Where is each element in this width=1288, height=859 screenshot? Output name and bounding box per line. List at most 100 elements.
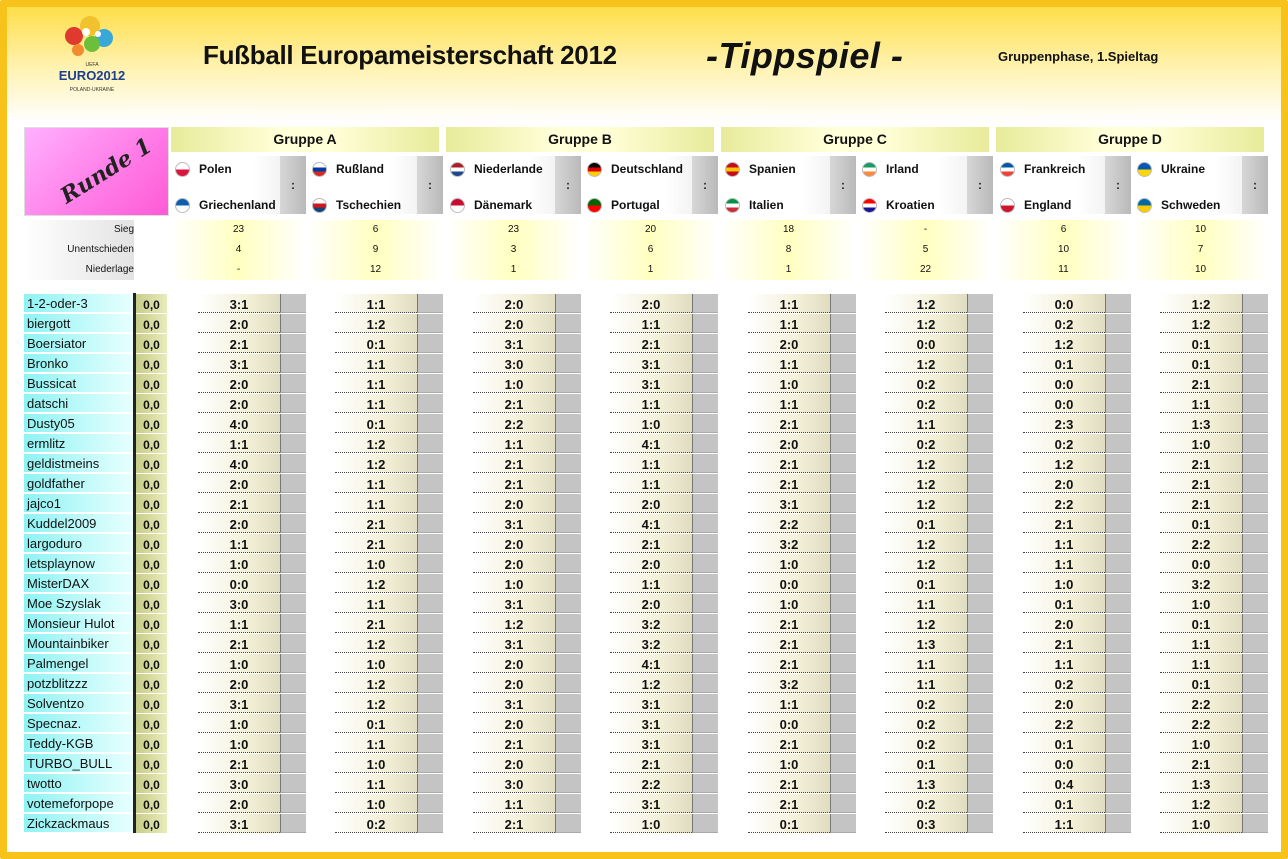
result-cell[interactable]	[1242, 814, 1268, 833]
result-cell[interactable]	[830, 634, 856, 653]
result-cell[interactable]	[692, 554, 718, 573]
result-cell[interactable]	[967, 414, 993, 433]
result-cell[interactable]	[555, 754, 581, 773]
result-cell[interactable]	[967, 494, 993, 513]
result-cell[interactable]	[967, 394, 993, 413]
result-cell[interactable]	[280, 434, 306, 453]
result-cell[interactable]	[555, 474, 581, 493]
result-cell[interactable]	[417, 754, 443, 773]
result-cell[interactable]	[280, 734, 306, 753]
result-cell[interactable]	[417, 774, 443, 793]
result-cell[interactable]	[1105, 394, 1131, 413]
result-cell[interactable]	[555, 534, 581, 553]
result-cell[interactable]	[417, 654, 443, 673]
result-cell[interactable]	[555, 294, 581, 313]
result-cell[interactable]	[1105, 734, 1131, 753]
result-cell[interactable]	[1242, 774, 1268, 793]
result-cell[interactable]	[1242, 554, 1268, 573]
result-cell[interactable]	[692, 774, 718, 793]
result-cell[interactable]	[280, 814, 306, 833]
result-cell[interactable]	[280, 334, 306, 353]
result-cell[interactable]	[555, 434, 581, 453]
result-cell[interactable]	[967, 514, 993, 533]
result-cell[interactable]	[417, 434, 443, 453]
result-cell[interactable]	[692, 674, 718, 693]
result-cell[interactable]	[280, 414, 306, 433]
result-cell[interactable]	[280, 694, 306, 713]
result-cell[interactable]	[417, 314, 443, 333]
result-cell[interactable]	[555, 574, 581, 593]
result-cell[interactable]	[692, 494, 718, 513]
result-cell[interactable]	[417, 454, 443, 473]
result-cell[interactable]	[967, 774, 993, 793]
result-cell[interactable]	[417, 354, 443, 373]
result-cell[interactable]	[967, 614, 993, 633]
result-cell[interactable]	[830, 434, 856, 453]
result-cell[interactable]	[417, 594, 443, 613]
result-cell[interactable]	[555, 394, 581, 413]
result-cell[interactable]	[967, 654, 993, 673]
result-cell[interactable]	[1105, 694, 1131, 713]
result-cell[interactable]	[1242, 314, 1268, 333]
result-cell[interactable]	[555, 614, 581, 633]
result-cell[interactable]	[830, 314, 856, 333]
result-cell[interactable]	[1105, 434, 1131, 453]
result-cell[interactable]	[555, 814, 581, 833]
result-cell[interactable]	[555, 374, 581, 393]
result-cell[interactable]	[830, 534, 856, 553]
result-cell[interactable]	[967, 594, 993, 613]
result-cell[interactable]	[967, 294, 993, 313]
result-cell[interactable]	[1105, 354, 1131, 373]
result-cell[interactable]	[555, 354, 581, 373]
result-cell[interactable]	[692, 374, 718, 393]
result-cell[interactable]	[830, 714, 856, 733]
result-cell[interactable]	[417, 334, 443, 353]
result-cell[interactable]	[967, 634, 993, 653]
result-cell[interactable]	[555, 654, 581, 673]
result-cell[interactable]	[280, 454, 306, 473]
result-cell[interactable]	[1242, 334, 1268, 353]
result-cell[interactable]	[967, 474, 993, 493]
result-cell[interactable]	[280, 354, 306, 373]
result-cell[interactable]	[1105, 754, 1131, 773]
result-cell[interactable]	[555, 794, 581, 813]
result-cell[interactable]	[1105, 634, 1131, 653]
result-cell[interactable]	[280, 474, 306, 493]
result-cell[interactable]	[280, 554, 306, 573]
result-cell[interactable]	[830, 814, 856, 833]
result-cell[interactable]	[417, 534, 443, 553]
result-cell[interactable]	[280, 314, 306, 333]
result-cell[interactable]	[967, 814, 993, 833]
result-cell[interactable]	[1105, 714, 1131, 733]
result-cell[interactable]	[555, 734, 581, 753]
result-cell[interactable]	[830, 354, 856, 373]
result-cell[interactable]	[555, 634, 581, 653]
result-cell[interactable]	[280, 394, 306, 413]
result-cell[interactable]	[692, 334, 718, 353]
result-cell[interactable]	[967, 694, 993, 713]
result-cell[interactable]	[830, 514, 856, 533]
result-cell[interactable]	[1105, 474, 1131, 493]
result-cell[interactable]	[1105, 594, 1131, 613]
result-cell[interactable]	[280, 514, 306, 533]
result-cell[interactable]	[1242, 734, 1268, 753]
result-cell[interactable]	[417, 374, 443, 393]
result-cell[interactable]	[1105, 414, 1131, 433]
result-cell[interactable]	[1242, 794, 1268, 813]
result-cell[interactable]	[830, 794, 856, 813]
result-cell[interactable]	[967, 314, 993, 333]
result-cell[interactable]	[417, 674, 443, 693]
result-cell[interactable]	[830, 614, 856, 633]
result-cell[interactable]	[280, 534, 306, 553]
result-cell[interactable]	[417, 634, 443, 653]
result-cell[interactable]	[280, 634, 306, 653]
result-cell[interactable]	[280, 574, 306, 593]
result-cell[interactable]	[280, 374, 306, 393]
result-cell[interactable]	[555, 514, 581, 533]
result-cell[interactable]	[555, 594, 581, 613]
result-cell[interactable]	[692, 394, 718, 413]
result-cell[interactable]	[1242, 294, 1268, 313]
result-cell[interactable]	[967, 434, 993, 453]
result-cell[interactable]	[1242, 454, 1268, 473]
result-cell[interactable]	[967, 454, 993, 473]
